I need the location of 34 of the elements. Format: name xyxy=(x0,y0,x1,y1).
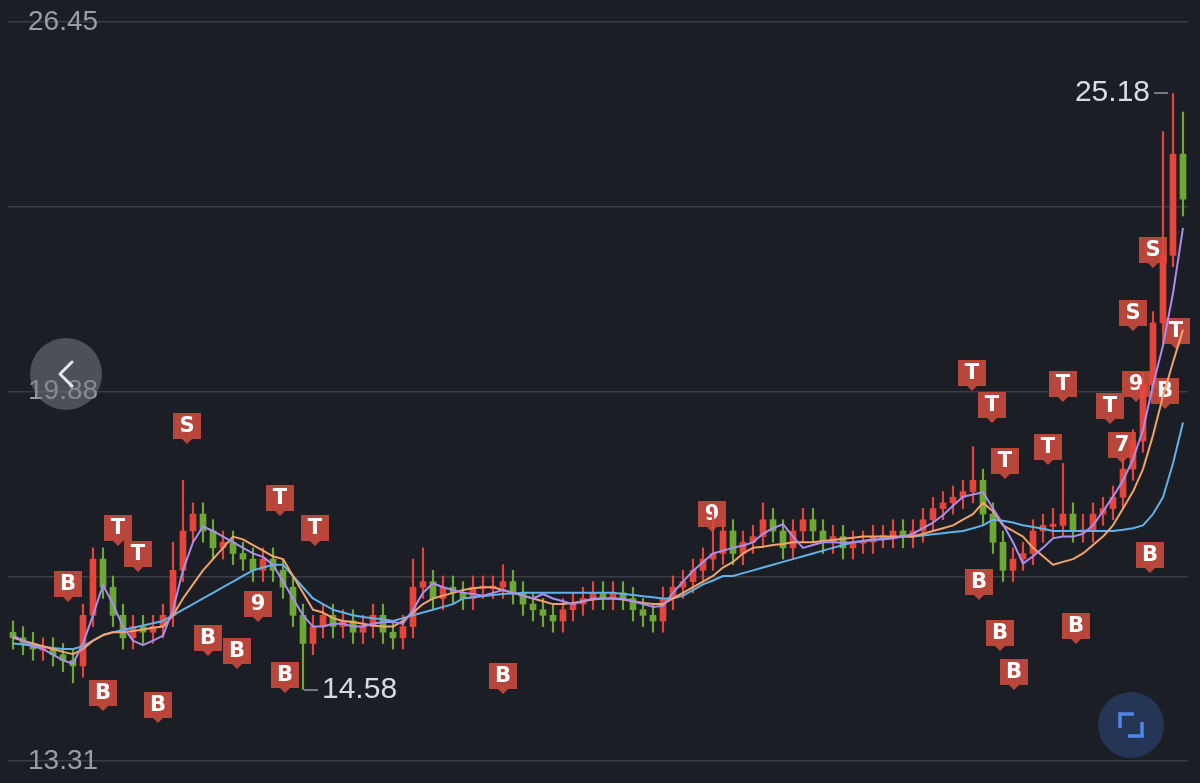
annotation: B xyxy=(228,638,246,663)
annotation: T xyxy=(964,360,980,385)
annotation: 7 xyxy=(1114,432,1130,457)
y-tick-label: 13.31 xyxy=(28,743,99,775)
annotation: B xyxy=(494,663,512,688)
annotation: B xyxy=(1005,659,1023,684)
annotation: T xyxy=(307,515,323,540)
annotation: T xyxy=(1102,393,1118,418)
annotation: T xyxy=(984,392,1000,417)
annotation: T xyxy=(110,515,126,540)
annotation: S xyxy=(179,413,195,438)
annotation: T xyxy=(1055,371,1071,396)
annotation: B xyxy=(1141,542,1159,567)
annotation: T xyxy=(1040,434,1056,459)
annotation: T xyxy=(1168,318,1184,343)
annotation: 25.18 xyxy=(1074,74,1150,108)
annotation: B xyxy=(199,625,217,650)
y-tick-label: 19.88 xyxy=(28,374,99,406)
annotation: S xyxy=(1125,300,1141,325)
annotation: 9 xyxy=(1128,371,1144,396)
annotation: S xyxy=(1145,237,1161,262)
annotation: 9 xyxy=(250,591,266,616)
annotation: B xyxy=(991,620,1009,645)
annotation: B xyxy=(1067,613,1085,638)
annotation: 14.58 xyxy=(322,671,398,705)
annotation: B xyxy=(149,692,167,717)
annotation: B xyxy=(59,571,77,596)
annotation: T xyxy=(997,448,1013,473)
annotation: T xyxy=(272,485,288,510)
annotation: B xyxy=(970,569,988,594)
y-tick-label: 26.45 xyxy=(28,4,99,36)
annotation: B xyxy=(276,662,294,687)
annotation: T xyxy=(130,541,146,566)
annotation: B xyxy=(94,680,112,705)
